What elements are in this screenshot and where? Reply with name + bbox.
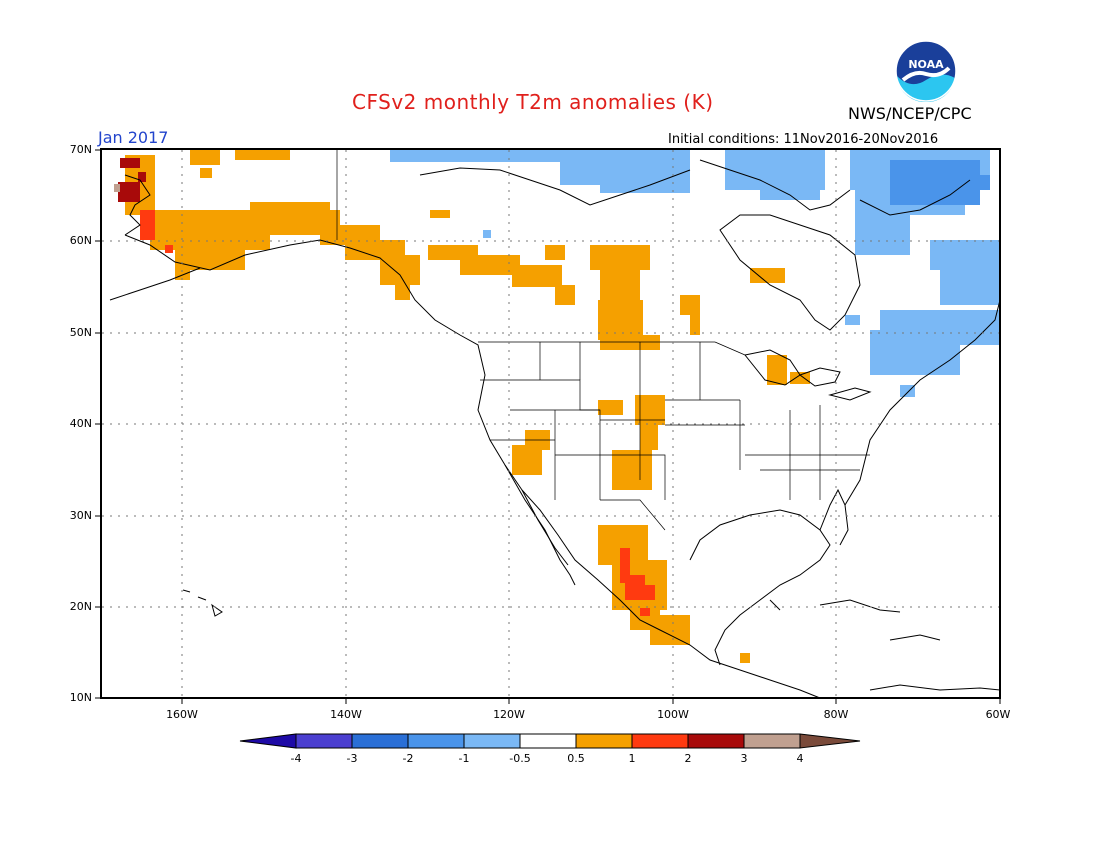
colorbar-swatch	[351, 733, 409, 749]
colorbar-swatch	[631, 733, 689, 749]
anomaly-fields	[114, 150, 1000, 663]
political-boundaries	[336, 150, 870, 531]
lat-label-30n: 30N	[69, 509, 92, 522]
colorbar-swatch	[295, 733, 353, 749]
lon-label-100w: 100W	[657, 708, 689, 721]
colorbar-swatch-above	[799, 733, 861, 749]
colorbar-label: 1	[628, 752, 636, 765]
colorbar-swatch	[407, 733, 465, 749]
lat-label-40n: 40N	[69, 417, 92, 430]
colorbar-label: 2	[684, 752, 692, 765]
lon-label-60w: 60W	[985, 708, 1011, 721]
noaa-logo-text: NOAA	[908, 58, 944, 71]
colorbar-swatch	[687, 733, 745, 749]
agency-label: NWS/NCEP/CPC	[848, 104, 972, 123]
lat-label-50n: 50N	[69, 326, 92, 339]
lon-label-140w: 140W	[330, 708, 362, 721]
colorbar-label: 3	[740, 752, 748, 765]
lat-label-20n: 20N	[69, 600, 92, 613]
colorbar-label: 4	[796, 752, 804, 765]
colorbar	[239, 733, 861, 749]
lon-label-80w: 80W	[823, 708, 849, 721]
colorbar-label: -4	[290, 752, 302, 765]
lon-label-160w: 160W	[166, 708, 198, 721]
graticule	[102, 150, 1000, 698]
coastlines	[109, 159, 1001, 699]
colorbar-swatch	[743, 733, 801, 749]
colorbar-label: -3	[346, 752, 358, 765]
lat-label-70n: 70N	[69, 143, 92, 156]
lat-label-10n: 10N	[69, 691, 92, 704]
map-title: CFSv2 monthly T2m anomalies (K)	[352, 90, 714, 114]
colorbar-label: 0.5	[567, 752, 585, 765]
colorbar-swatch	[519, 733, 577, 749]
colorbar-label: -0.5	[509, 752, 531, 765]
lon-label-120w: 120W	[493, 708, 525, 721]
colorbar-label: -2	[402, 752, 414, 765]
colorbar-label: -1	[458, 752, 470, 765]
colorbar-swatch	[463, 733, 521, 749]
valid-month-label: Jan 2017	[98, 128, 169, 147]
noaa-logo-icon: NOAA	[895, 40, 957, 102]
colorbar-swatch-below	[239, 733, 297, 749]
lat-label-60n: 60N	[69, 234, 92, 247]
initial-conditions-label: Initial conditions: 11Nov2016-20Nov2016	[668, 132, 939, 147]
colorbar-swatch	[575, 733, 633, 749]
